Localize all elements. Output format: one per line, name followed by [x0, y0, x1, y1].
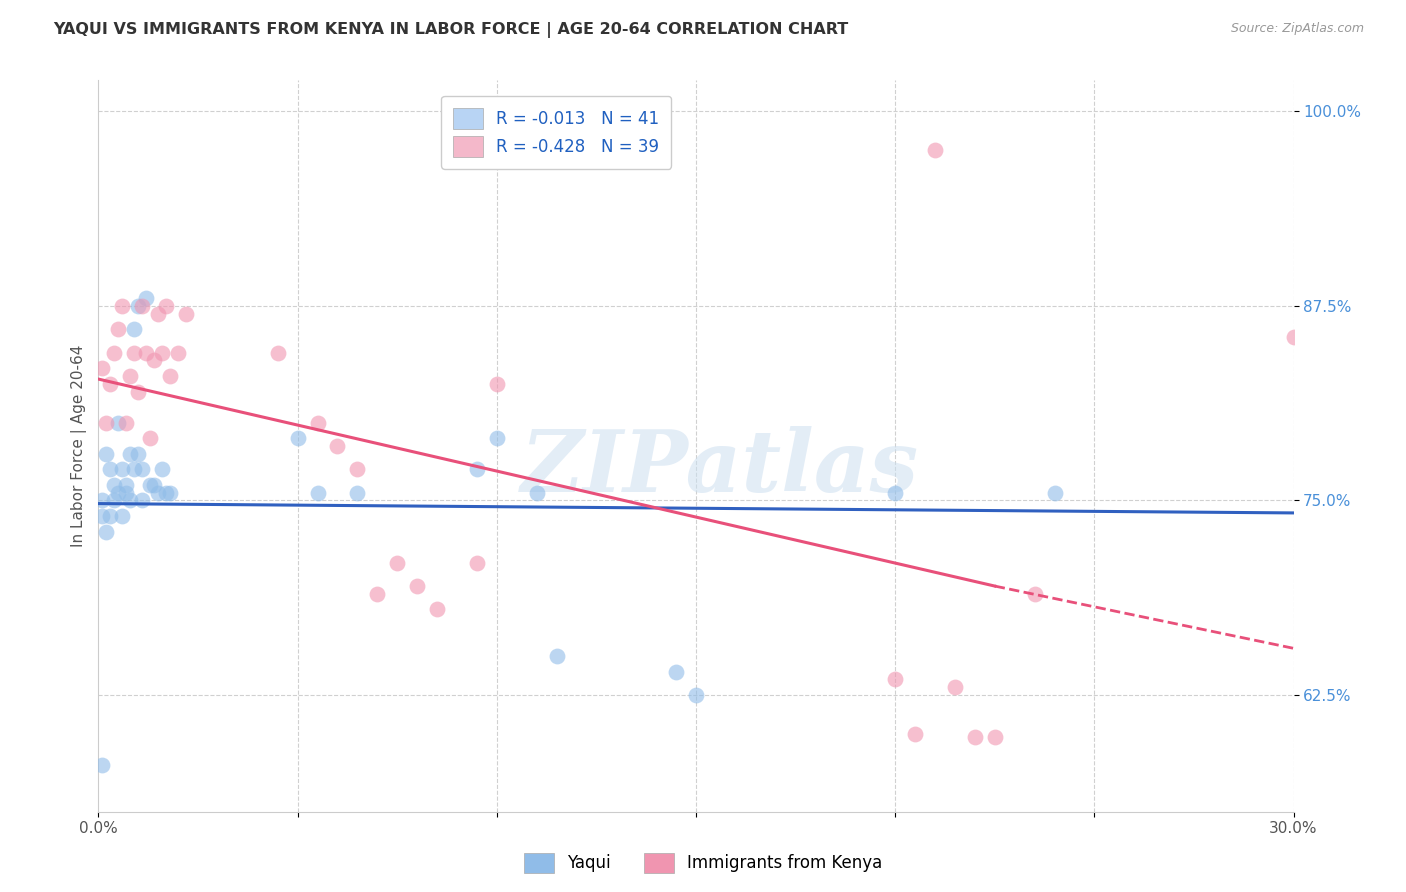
Point [465, 556, 488, 570]
Point [111, 509, 134, 524]
Point [131, 299, 153, 313]
Point [111, 299, 134, 313]
Point [98, 509, 122, 524]
Point [546, 649, 568, 664]
Point [346, 485, 368, 500]
Point [159, 485, 181, 500]
Point [98, 462, 122, 476]
Point [127, 447, 149, 461]
Point [124, 345, 146, 359]
Point [131, 493, 153, 508]
Point [120, 368, 142, 383]
Point [924, 144, 946, 158]
Point [107, 485, 129, 500]
Point [150, 345, 173, 359]
Point [287, 431, 309, 445]
Text: ZIPatlas: ZIPatlas [520, 426, 920, 509]
Text: Source: ZipAtlas.com: Source: ZipAtlas.com [1230, 22, 1364, 36]
Point [1024, 587, 1046, 601]
Point [135, 291, 157, 305]
Point [127, 384, 149, 399]
Point [884, 673, 907, 687]
Point [111, 462, 134, 476]
Point [943, 680, 966, 694]
Point [406, 579, 429, 593]
Point [120, 447, 142, 461]
Point [103, 478, 125, 492]
Point [91, 493, 114, 508]
Legend: R = -0.013   N = 41, R = -0.428   N = 39: R = -0.013 N = 41, R = -0.428 N = 39 [441, 96, 671, 169]
Point [485, 376, 508, 391]
Point [346, 462, 368, 476]
Point [465, 462, 488, 476]
Point [107, 416, 129, 430]
Point [326, 439, 349, 453]
Point [91, 758, 114, 772]
Point [174, 307, 197, 321]
Point [139, 478, 162, 492]
Point [103, 345, 125, 359]
Legend: Yaqui, Immigrants from Kenya: Yaqui, Immigrants from Kenya [517, 847, 889, 880]
Point [115, 478, 138, 492]
Point [143, 478, 166, 492]
Point [96, 524, 118, 539]
Point [135, 345, 157, 359]
Point [385, 556, 409, 570]
Point [143, 353, 166, 368]
Point [148, 307, 170, 321]
Point [526, 485, 548, 500]
Point [150, 462, 173, 476]
Point [366, 587, 388, 601]
Point [963, 730, 986, 744]
Point [148, 485, 170, 500]
Point [426, 602, 449, 616]
Point [96, 447, 118, 461]
Point [485, 431, 508, 445]
Point [1004, 844, 1026, 858]
Text: YAQUI VS IMMIGRANTS FROM KENYA IN LABOR FORCE | AGE 20-64 CORRELATION CHART: YAQUI VS IMMIGRANTS FROM KENYA IN LABOR … [53, 22, 849, 38]
Point [685, 688, 707, 702]
Point [155, 299, 177, 313]
Point [307, 416, 329, 430]
Point [115, 485, 138, 500]
Point [120, 493, 142, 508]
Point [124, 462, 146, 476]
Point [159, 368, 181, 383]
Point [665, 665, 688, 679]
Point [155, 485, 177, 500]
Point [167, 345, 190, 359]
Point [115, 416, 138, 430]
Point [107, 322, 129, 336]
Point [267, 345, 290, 359]
Point [103, 493, 125, 508]
Point [307, 485, 329, 500]
Point [1282, 330, 1305, 344]
Point [96, 416, 118, 430]
Point [127, 299, 149, 313]
Point [91, 361, 114, 376]
Point [98, 376, 122, 391]
Point [904, 727, 927, 741]
Point [131, 462, 153, 476]
Y-axis label: In Labor Force | Age 20-64: In Labor Force | Age 20-64 [72, 345, 87, 547]
Point [124, 322, 146, 336]
Point [1043, 485, 1066, 500]
Point [91, 509, 114, 524]
Point [884, 485, 907, 500]
Point [139, 431, 162, 445]
Point [984, 730, 1007, 744]
